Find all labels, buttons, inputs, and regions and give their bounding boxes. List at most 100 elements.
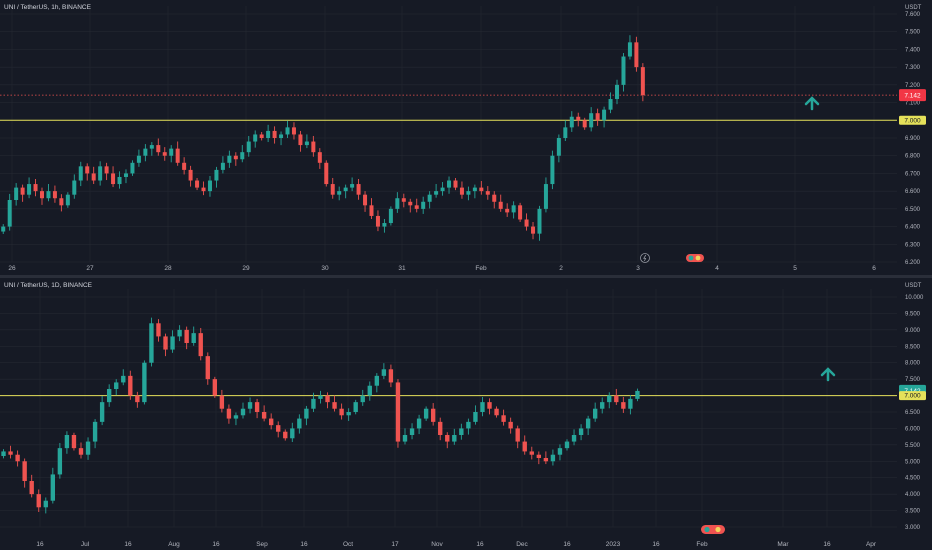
daily-chart-pane[interactable]: 10.000 9.500 9.000 8.500 8.000 7.500 7.000 6.50… — [0, 278, 932, 550]
candle — [563, 120, 568, 141]
candle — [485, 186, 490, 200]
y-tick-label: 7.600 — [905, 12, 921, 18]
candle — [177, 325, 182, 342]
events-badge-icon[interactable] — [701, 525, 725, 534]
candle-body — [550, 155, 555, 185]
candle-body — [247, 402, 253, 409]
candle-body — [479, 187, 484, 192]
hourly-price-axis[interactable]: 7.600 7.500 7.400 7.300 7.200 7.100 7.000 6.900… — [899, 12, 926, 266]
candle — [99, 396, 105, 426]
hourly-time-axis[interactable]: 26 27 28 29 30 31 Feb 2 3 4 5 6 — [8, 265, 876, 272]
candle-body — [447, 180, 452, 188]
candle-body — [8, 451, 13, 455]
hourly-chart-pane[interactable]: 7.600 7.500 7.400 7.300 7.200 7.100 7.000 6.900… — [0, 0, 932, 275]
candle-body — [36, 494, 41, 508]
candle-body — [550, 454, 556, 462]
candle — [268, 413, 274, 430]
candle — [71, 432, 77, 451]
x-tick-label: Apr — [866, 541, 877, 548]
candle-body — [537, 208, 542, 234]
candle-body — [330, 184, 335, 195]
candle — [408, 198, 413, 213]
candle-body — [163, 336, 168, 350]
candle-body — [27, 184, 32, 195]
candle — [65, 192, 70, 208]
candle — [85, 163, 90, 181]
candle — [130, 160, 135, 176]
arrow-up-icon — [820, 367, 836, 382]
x-tick-label: 31 — [398, 265, 406, 272]
candle-body — [337, 191, 342, 195]
x-tick-label: 16 — [476, 541, 484, 548]
events-badge-icon[interactable] — [686, 254, 704, 262]
candle — [212, 376, 218, 398]
candle-body — [276, 425, 281, 432]
y-tick-label: 6.300 — [905, 242, 921, 248]
y-tick-label: 6.500 — [905, 207, 921, 213]
candle — [569, 111, 574, 132]
candle-body — [91, 173, 96, 181]
candle-body — [473, 412, 478, 422]
candle-body — [205, 356, 210, 380]
candle-body — [356, 184, 361, 195]
candle — [325, 392, 330, 409]
candle-body — [518, 205, 523, 220]
candle — [585, 415, 591, 436]
candle-body — [353, 402, 358, 412]
x-tick-label: Dec — [516, 541, 528, 548]
candle — [318, 390, 323, 404]
candle-body — [576, 116, 581, 121]
candle-body — [395, 198, 400, 209]
level-price-badge — [899, 391, 926, 401]
candle-body — [363, 194, 368, 206]
candle — [445, 432, 450, 449]
x-tick-label: Feb — [475, 265, 487, 272]
daily-unit-label: USDT — [905, 283, 922, 289]
candle-body — [543, 184, 548, 209]
candle — [621, 53, 626, 92]
candle — [290, 422, 295, 443]
candle-body — [156, 145, 161, 153]
candle-body — [240, 408, 246, 416]
candle — [297, 414, 302, 434]
candle-body — [14, 187, 19, 200]
candle-body — [511, 205, 516, 213]
x-tick-label: 5 — [793, 265, 797, 272]
candle-body — [39, 191, 44, 199]
candle — [501, 409, 506, 426]
candle-body — [557, 448, 563, 455]
daily-price-axis[interactable]: 10.000 9.500 9.000 8.500 8.000 7.500 7.000 6.50… — [899, 295, 926, 531]
candle — [367, 381, 372, 401]
candle — [246, 135, 251, 157]
candle — [595, 108, 600, 126]
daily-time-axis[interactable]: 16 Jul 16 Aug 16 Sep 16 Oct 17 Nov 16 Dec 16 2023 16 Fe… — [36, 541, 877, 548]
x-tick-label: 26 — [8, 265, 16, 272]
candle-body — [1, 226, 6, 232]
daily-grid — [0, 289, 897, 528]
level-price-label: 7.000 — [904, 393, 921, 400]
candle-body — [600, 402, 605, 409]
lightning-icon[interactable] — [640, 253, 650, 263]
y-tick-label: 6.500 — [905, 410, 921, 416]
daily-chart-canvas[interactable]: 10.000 9.500 9.000 8.500 8.000 7.500 7.000 6.50… — [0, 278, 932, 550]
candle-body — [325, 395, 330, 403]
candle-body — [402, 435, 408, 442]
candle-body — [492, 194, 497, 202]
candle-body — [324, 162, 329, 185]
candle — [582, 117, 587, 130]
hourly-chart-canvas[interactable]: 7.600 7.500 7.400 7.300 7.200 7.100 7.000 6.900… — [0, 0, 932, 275]
y-tick-label: 6.700 — [905, 171, 921, 177]
candle-body — [291, 127, 296, 135]
candle-body — [408, 201, 413, 206]
pane-separator[interactable] — [0, 275, 932, 278]
y-tick-label: 7.200 — [905, 83, 921, 89]
x-tick-label: 28 — [164, 265, 172, 272]
candle — [226, 404, 232, 424]
x-tick-label: 17 — [391, 541, 399, 548]
candle — [39, 187, 44, 205]
candle — [518, 202, 523, 222]
candle-body — [582, 120, 587, 128]
candle-body — [272, 130, 277, 138]
candle — [556, 134, 561, 163]
y-tick-label: 7.300 — [905, 65, 921, 71]
